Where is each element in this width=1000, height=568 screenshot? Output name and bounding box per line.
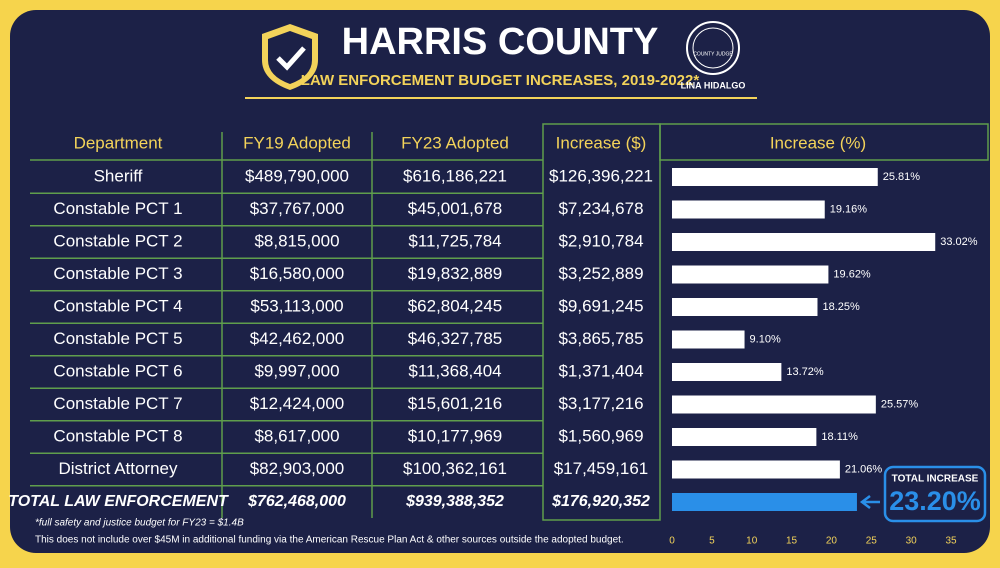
subtitle: LAW ENFORCEMENT BUDGET INCREASES, 2019-2… (301, 72, 700, 89)
column-header: Increase (%) (770, 133, 866, 152)
bar (672, 395, 876, 414)
shield-icon (262, 24, 318, 90)
cell: Constable PCT 7 (53, 394, 182, 413)
cell: $9,997,000 (254, 361, 339, 380)
cell: $12,424,000 (250, 394, 345, 413)
arrow (859, 495, 880, 509)
cell: $3,177,216 (558, 394, 643, 413)
cell: Sheriff (94, 166, 143, 185)
value-label: 18.25% (822, 301, 860, 313)
cell: $3,252,889 (558, 264, 643, 283)
cell: $8,815,000 (254, 231, 339, 250)
cell: District Attorney (58, 459, 178, 478)
total-cell: $762,468,000 (247, 493, 346, 510)
column-header: Department (74, 133, 163, 152)
cell: $1,560,969 (558, 426, 643, 445)
cell: $2,910,784 (558, 231, 643, 250)
cell: $62,804,245 (408, 296, 503, 315)
bar (672, 168, 878, 186)
seal-name: LINA HIDALGO (681, 80, 746, 90)
cell: $8,617,000 (254, 426, 339, 445)
cell: $15,601,216 (408, 394, 503, 413)
total-box (883, 465, 987, 523)
bar (672, 363, 782, 381)
cell: $42,462,000 (250, 329, 345, 348)
bar (672, 200, 825, 219)
cell: Constable PCT 5 (53, 329, 182, 348)
value-label: 25.57% (881, 398, 919, 410)
total-cell: TOTAL LAW ENFORCEMENT (8, 493, 229, 510)
bar (672, 428, 817, 446)
x-tick-label: 0 (669, 536, 675, 547)
chart-header-box (659, 123, 989, 161)
seal: COUNTY JUDGE LINA HIDALGO (681, 21, 746, 90)
x-tick-label: 35 (945, 536, 957, 547)
value-label: 33.02% (940, 236, 978, 248)
column-header: FY19 Adopted (243, 133, 351, 152)
x-tick-label: 15 (786, 536, 798, 547)
total-cell: $939,388,352 (405, 493, 504, 510)
cell: $7,234,678 (558, 199, 643, 218)
bar (672, 233, 936, 251)
value-label: 19.16% (830, 203, 868, 215)
footnote: This does not include over $45M in addit… (35, 535, 624, 546)
cell: $11,368,404 (408, 361, 501, 380)
cell: $126,396,221 (549, 166, 653, 185)
cell: $3,865,785 (558, 329, 643, 348)
cell: $45,001,678 (408, 199, 503, 218)
value-label: 18.11% (821, 431, 858, 443)
bar (672, 265, 829, 284)
footnote: *full safety and justice budget for FY23… (35, 518, 244, 529)
value-label: 19.62% (833, 268, 871, 280)
value-label: 13.72% (786, 366, 824, 378)
cell: Constable PCT 3 (53, 264, 182, 283)
cell: $10,177,969 (408, 426, 503, 445)
bar (672, 493, 857, 511)
bar (672, 298, 818, 316)
total-title: TOTAL INCREASE (892, 474, 979, 485)
cell: $37,767,000 (250, 199, 345, 218)
value-label: 21.06% (845, 463, 883, 475)
panel (10, 10, 990, 553)
cell: $53,113,000 (250, 296, 343, 315)
title: HARRIS COUNTY (342, 21, 659, 63)
cell: $19,832,889 (408, 264, 503, 283)
total-cell: $176,920,352 (551, 493, 650, 510)
cell: $489,790,000 (245, 166, 349, 185)
cell: $11,725,784 (408, 231, 501, 250)
cell: $100,362,161 (403, 459, 507, 478)
total-value: 23.20% (889, 486, 981, 516)
cell: $82,903,000 (250, 459, 345, 478)
seal-text: COUNTY JUDGE (693, 51, 733, 57)
bar (672, 460, 840, 479)
cell: Constable PCT 2 (53, 231, 182, 250)
cell: $46,327,785 (408, 329, 503, 348)
cell: $616,186,221 (403, 166, 507, 185)
value-label: 9.10% (750, 333, 781, 345)
cell: Constable PCT 1 (53, 199, 182, 218)
x-tick-label: 25 (866, 536, 878, 547)
x-tick-label: 30 (906, 536, 918, 547)
x-tick-label: 20 (826, 536, 838, 547)
x-tick-label: 10 (746, 536, 758, 547)
value-label: 25.81% (883, 171, 921, 183)
bar (672, 330, 745, 349)
cell: $1,371,404 (558, 361, 643, 380)
increase-box (542, 123, 661, 521)
cell: $9,691,245 (558, 296, 643, 315)
cell: $16,580,000 (250, 264, 345, 283)
cell: Constable PCT 8 (53, 426, 182, 445)
cell: $17,459,161 (554, 459, 649, 478)
x-tick-label: 5 (709, 536, 715, 547)
column-header: Increase ($) (556, 133, 647, 152)
cell: Constable PCT 6 (53, 361, 182, 380)
column-header: FY23 Adopted (401, 133, 509, 152)
cell: Constable PCT 4 (53, 296, 182, 315)
